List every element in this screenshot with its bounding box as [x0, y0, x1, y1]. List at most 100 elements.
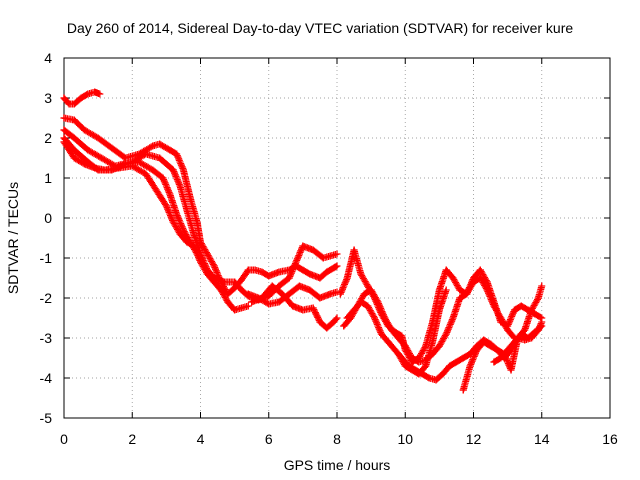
data-point — [333, 314, 341, 322]
data-point — [357, 298, 365, 306]
data-point — [91, 164, 99, 172]
series-track-f — [244, 282, 341, 308]
data-point — [316, 294, 324, 302]
data-point — [142, 150, 150, 158]
data-point — [517, 330, 525, 338]
data-point — [459, 354, 467, 362]
data-point — [357, 270, 365, 278]
data-point — [60, 114, 68, 122]
series-track-m — [490, 322, 546, 366]
data-point — [449, 274, 457, 282]
data-point — [510, 306, 518, 314]
data-point — [135, 158, 143, 166]
data-point — [203, 250, 211, 258]
data-point — [425, 374, 433, 382]
chart-title: Day 260 of 2014, Sidereal Day-to-day VTE… — [67, 20, 573, 36]
data-point — [244, 266, 252, 274]
data-point — [166, 190, 174, 198]
data-point — [333, 250, 341, 258]
series-track-e — [60, 138, 198, 250]
data-point — [186, 194, 194, 202]
data-point — [487, 342, 495, 350]
data-point — [524, 334, 532, 342]
data-point — [309, 304, 317, 312]
x-tick-label: 8 — [333, 431, 341, 447]
data-point — [360, 290, 368, 298]
data-point — [217, 286, 225, 294]
data-point — [384, 338, 392, 346]
data-point — [456, 294, 464, 302]
data-point — [394, 350, 402, 358]
data-point — [531, 328, 539, 336]
data-point — [330, 318, 338, 326]
data-point — [265, 300, 273, 308]
data-point — [435, 306, 443, 314]
data-point — [289, 302, 297, 310]
data-point — [224, 298, 232, 306]
data-point — [319, 254, 327, 262]
x-axis-label: GPS time / hours — [284, 457, 391, 473]
data-point — [149, 166, 157, 174]
data-point — [442, 266, 450, 274]
data-point — [299, 306, 307, 314]
data-point — [231, 278, 239, 286]
data-point — [483, 286, 491, 294]
data-point — [166, 146, 174, 154]
data-point — [70, 146, 78, 154]
data-point — [244, 302, 252, 310]
data-point — [323, 268, 331, 276]
data-point — [364, 282, 372, 290]
data-point — [60, 138, 68, 146]
data-point — [176, 182, 184, 190]
data-point — [237, 304, 245, 312]
data-point — [70, 100, 78, 108]
data-point — [156, 140, 164, 148]
data-point — [244, 290, 252, 298]
data-point — [231, 306, 239, 314]
data-point — [299, 266, 307, 274]
data-point — [504, 326, 512, 334]
data-point — [159, 174, 167, 182]
data-point — [295, 282, 303, 290]
data-point — [96, 90, 104, 98]
grid — [64, 58, 610, 418]
series-track-k — [394, 286, 450, 378]
data-point — [299, 242, 307, 250]
data-point — [538, 282, 546, 290]
y-tick-label: 1 — [44, 170, 52, 186]
data-point — [80, 126, 88, 134]
data-point — [336, 290, 344, 298]
data-point — [343, 274, 351, 282]
x-tick-label: 6 — [265, 431, 273, 447]
data-point — [521, 326, 529, 334]
data-point — [203, 270, 211, 278]
data-point — [340, 322, 348, 330]
data-point — [179, 226, 187, 234]
y-tick-label: 2 — [44, 130, 52, 146]
data-point — [401, 362, 409, 370]
data-point — [101, 166, 109, 174]
data-point — [309, 246, 317, 254]
data-point — [476, 266, 484, 274]
data-point — [446, 362, 454, 370]
data-point — [415, 358, 423, 366]
data-point — [306, 270, 314, 278]
data-point — [156, 154, 164, 162]
y-tick-label: -1 — [40, 250, 53, 266]
data-point — [507, 366, 515, 374]
data-point — [285, 290, 293, 298]
data-point — [432, 376, 440, 384]
data-point — [80, 160, 88, 168]
data-point — [316, 318, 324, 326]
data-point — [210, 278, 218, 286]
data-point — [388, 326, 396, 334]
data-point — [115, 164, 123, 172]
data-point — [248, 298, 256, 306]
data-point — [183, 206, 191, 214]
data-point — [275, 298, 283, 306]
data-point — [169, 166, 177, 174]
x-tick-label: 14 — [534, 431, 550, 447]
data-point — [517, 302, 525, 310]
data-point — [408, 354, 416, 362]
